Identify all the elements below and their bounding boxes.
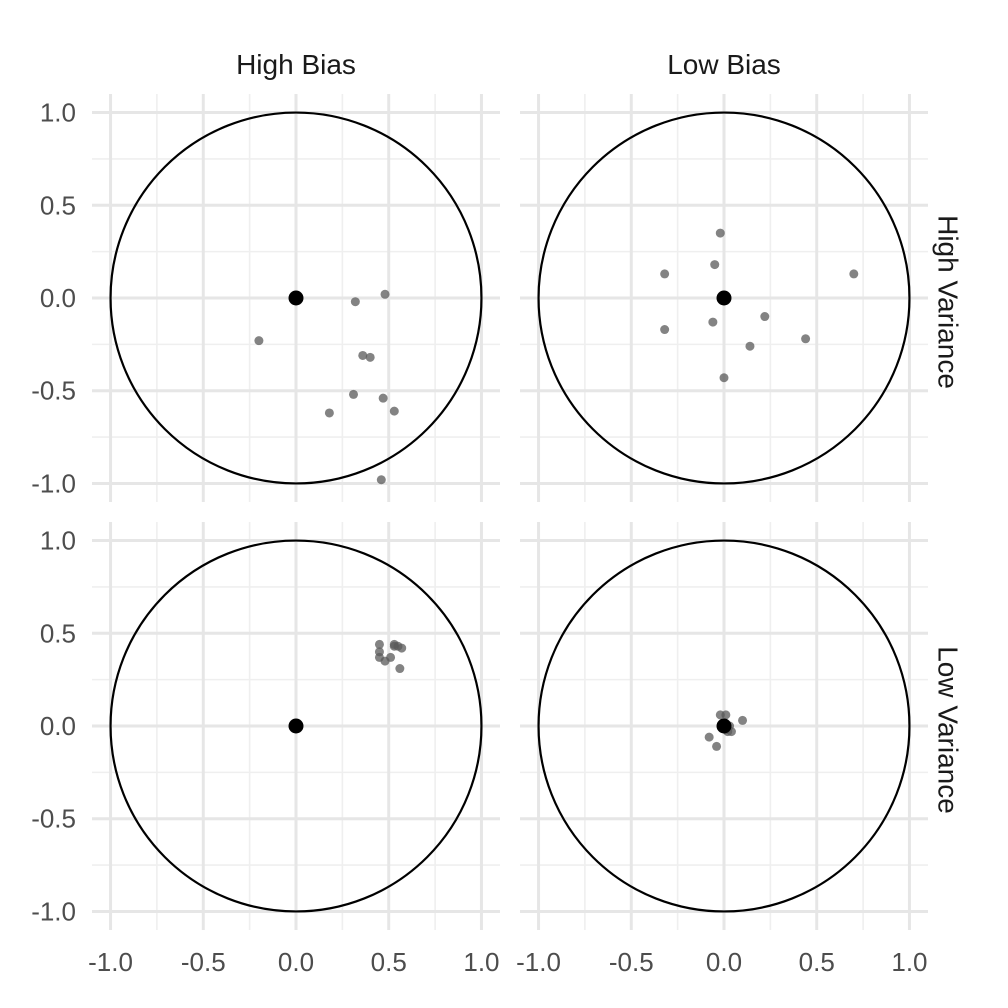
x-tick-label: -0.5 [181,947,226,977]
unit-circle [537,111,911,485]
x-tick-label: -0.5 [609,947,654,977]
row-label: High Variance [933,215,964,389]
scatter-point [348,389,358,399]
labels: High Bias Low Bias High Variance Low Varian… [31,49,963,977]
unit-circle [537,539,911,913]
panel-r1-c0 [92,522,500,930]
scatter-point [719,373,729,383]
y-tick-label: -0.5 [31,376,76,406]
scatter-point [721,710,731,720]
points-r1-c0 [288,639,407,734]
column-label: Low Bias [667,49,781,80]
x-tick-label: 1.0 [891,947,927,977]
scatter-point [378,393,388,403]
column-label: High Bias [236,49,356,80]
x-tick-label: 0.0 [706,947,742,977]
scatter-point [738,715,748,725]
x-tick-label: 0.5 [799,947,835,977]
scatter-point [710,260,720,270]
points-r0-c1 [660,228,859,383]
scatter-point [708,317,718,327]
y-tick-label: 1.0 [40,526,76,556]
scatter-point [660,269,670,279]
y-tick-label: -1.0 [31,896,76,926]
scatter-point [365,352,375,362]
scatter-point [712,741,722,751]
panel-r0-c1 [520,94,928,502]
y-tick-label: 0.5 [40,190,76,220]
y-tick-label: 1.0 [40,98,76,128]
panels [92,94,928,930]
scatter-point [324,408,334,418]
x-tick-label: 1.0 [463,947,499,977]
scatter-point [715,228,725,238]
scatter-point [358,350,368,360]
scatter-point [660,325,670,335]
scatter-point [386,652,396,662]
scatter-point [350,297,360,307]
scatter-point [374,639,384,649]
panel-r1-c1 [520,522,928,930]
target-point [716,718,732,734]
target-point [288,290,304,306]
y-tick-label: 0.5 [40,618,76,648]
scatter-point [745,341,755,351]
scatter-point [849,269,859,279]
scatter-point [376,475,386,485]
x-tick-label: -1.0 [516,947,561,977]
panel-r0-c0 [92,94,500,502]
scatter-point [397,643,407,653]
y-tick-label: -0.5 [31,804,76,834]
unit-circle [109,539,483,913]
y-tick-label: 0.0 [40,283,76,313]
points-r1-c1 [704,710,748,751]
unit-circle [109,111,483,485]
y-tick-label: 0.0 [40,711,76,741]
x-tick-label: -1.0 [88,947,133,977]
points-r0-c0 [254,289,399,485]
scatter-point [389,641,399,651]
scatter-point [395,664,405,674]
row-label: Low Variance [933,646,964,814]
x-tick-label: 0.0 [278,947,314,977]
scatter-point [760,312,770,322]
y-tick-label: -1.0 [31,468,76,498]
scatter-point [704,732,714,742]
target-point [288,718,304,734]
scatter-point [254,336,264,346]
scatter-point [380,289,390,299]
x-tick-label: 0.5 [371,947,407,977]
scatter-point [389,406,399,416]
target-point [716,290,732,306]
scatter-point [801,334,811,344]
